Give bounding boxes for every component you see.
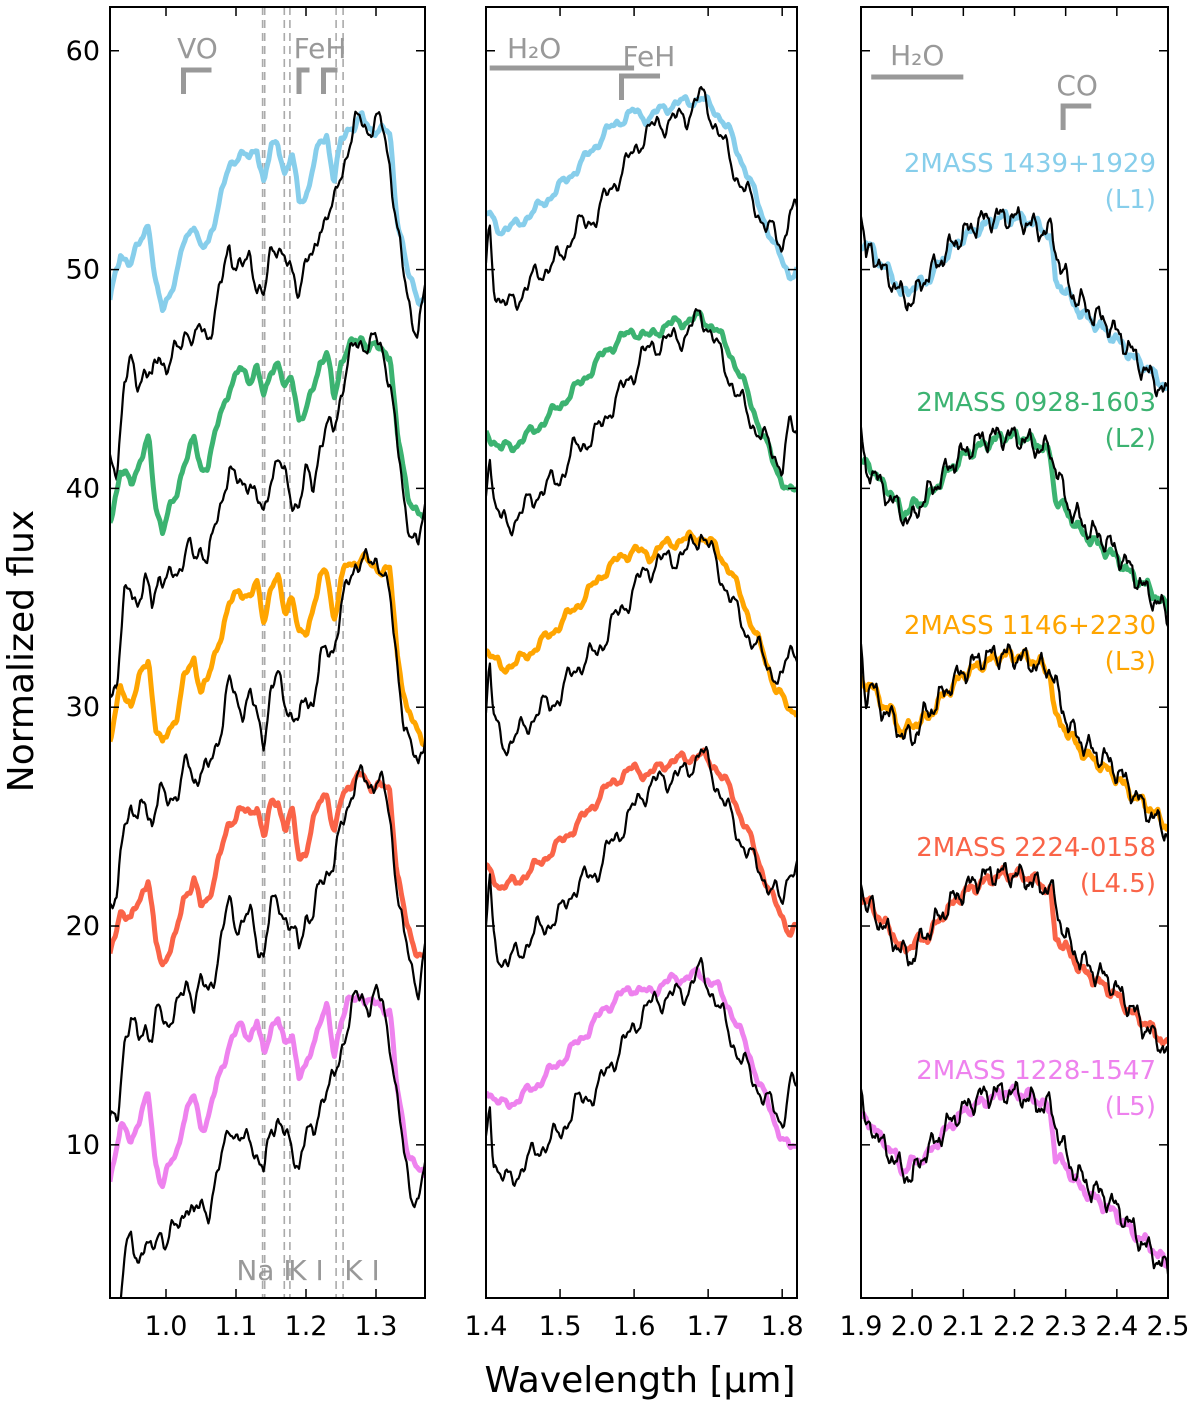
model-spectrum-0 <box>861 206 1168 398</box>
model-spectrum-2 <box>110 548 425 910</box>
y-axis-label: Normalized flux <box>1 510 42 792</box>
x-tick-label: 1.1 <box>215 1311 258 1342</box>
observed-spectrum-2 <box>486 529 797 718</box>
x-tick-label: 1.5 <box>539 1311 582 1342</box>
feature-bracket <box>321 67 338 94</box>
x-tick-label: 2.1 <box>942 1311 985 1342</box>
feature-label: H₂O <box>890 39 944 72</box>
object-spectral-type: (L2) <box>1105 424 1156 454</box>
model-spectrum-4 <box>861 1080 1168 1275</box>
x-tick-label: 2.0 <box>891 1311 934 1342</box>
y-tick-label: 20 <box>66 911 100 942</box>
plot-area <box>861 206 1168 1275</box>
model-spectrum-0 <box>110 110 425 481</box>
feature-label: FeH <box>294 32 347 65</box>
object-spectral-type: (L1) <box>1105 185 1156 215</box>
model-spectrum-1 <box>110 331 425 698</box>
x-tick-label: 1.9 <box>840 1311 883 1342</box>
line-label: K I <box>288 1254 324 1287</box>
observed-spectrum-4 <box>110 993 425 1190</box>
x-axis-label: Wavelength [μm] <box>484 1360 795 1401</box>
panel-h-band: 1.4 1.5 1.6 1.7 1.8 H₂O FeH <box>465 6 804 1342</box>
model-spectrum-0 <box>486 86 797 311</box>
x-tick-label: 2.3 <box>1044 1311 1087 1342</box>
model-spectrum-3 <box>861 862 1168 1054</box>
x-tick-label: 2.2 <box>993 1311 1036 1342</box>
feature-label: VO <box>177 32 218 65</box>
object-name-label: 2MASS 1146+2230 <box>904 611 1156 641</box>
x-tick-label: 1.0 <box>145 1311 188 1342</box>
x-tick-label: 2.4 <box>1095 1311 1138 1342</box>
model-spectrum-3 <box>486 745 797 968</box>
model-spectrum-4 <box>119 983 425 1298</box>
observed-spectrum-2 <box>110 551 425 748</box>
model-spectrum-4 <box>486 957 797 1187</box>
feature-label: CO <box>1056 69 1098 102</box>
model-spectrum-3 <box>110 764 425 1123</box>
panel-k-band: 1.9 2.0 2.1 2.2 2.3 2.4 2.5 H₂O CO 2MASS 1439+192… <box>840 6 1190 1342</box>
x-tick-label: 1.3 <box>355 1311 398 1342</box>
observed-spectrum-0 <box>486 94 797 282</box>
x-tick-label: 1.4 <box>465 1311 508 1342</box>
object-name-label: 2MASS 1228-1547 <box>916 1056 1156 1086</box>
y-tick-label: 10 <box>66 1130 100 1161</box>
model-spectrum-1 <box>861 426 1168 627</box>
observed-spectrum-1 <box>110 335 425 536</box>
model-spectrum-2 <box>861 643 1168 842</box>
feature-bracket <box>619 73 661 100</box>
model-spectrum-2 <box>486 533 797 757</box>
object-spectral-type: (L4.5) <box>1080 869 1156 899</box>
feature-label: FeH <box>622 40 675 73</box>
object-name-label: 2MASS 1439+1929 <box>904 149 1156 179</box>
plot-area <box>486 86 797 1187</box>
x-tick-label: 1.6 <box>613 1311 656 1342</box>
observed-spectrum-1 <box>486 309 797 493</box>
x-tick-label: 1.2 <box>285 1311 328 1342</box>
observed-spectrum-3 <box>486 747 797 938</box>
observed-spectrum-4 <box>486 966 797 1151</box>
plot-frame <box>485 6 798 1299</box>
line-label: Na I <box>236 1254 291 1287</box>
y-tick-label: 40 <box>66 473 100 504</box>
plot-area <box>110 7 425 1298</box>
observed-spectrum-0 <box>861 209 1168 392</box>
feature-bracket <box>1060 103 1092 130</box>
object-name-label: 2MASS 2224-0158 <box>916 833 1156 863</box>
x-tick-label: 2.5 <box>1147 1311 1190 1342</box>
observed-spectrum-0 <box>110 110 425 313</box>
feature-bracket <box>296 67 310 94</box>
line-label: K I <box>344 1254 380 1287</box>
object-name-label: 2MASS 0928-1603 <box>916 388 1156 418</box>
object-spectral-type: (L3) <box>1105 647 1156 677</box>
y-tick-label: 60 <box>66 36 100 67</box>
y-tick-label: 50 <box>66 255 100 286</box>
x-tick-label: 1.7 <box>687 1311 730 1342</box>
feature-bracket <box>181 67 212 94</box>
plot-frame <box>109 6 426 1299</box>
model-spectrum-1 <box>486 308 797 537</box>
feature-label: H₂O <box>507 32 561 65</box>
y-tick-label: 30 <box>66 692 100 723</box>
x-tick-label: 1.8 <box>761 1311 804 1342</box>
object-spectral-type: (L5) <box>1105 1092 1156 1122</box>
observed-spectrum-4 <box>861 1083 1168 1270</box>
